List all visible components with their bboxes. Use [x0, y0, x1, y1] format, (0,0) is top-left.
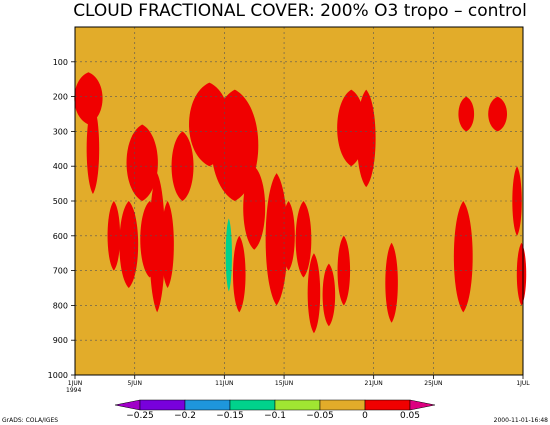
colorbar-label: 0.05: [400, 411, 420, 421]
contour-region: [322, 263, 336, 327]
contour-region: [385, 242, 398, 323]
contour-region: [107, 201, 121, 271]
contour-region: [119, 201, 139, 288]
x-tick-label: 21JUN: [365, 380, 383, 387]
x-tick-label: 25JUN: [424, 380, 442, 387]
colorbar-label: −0.05: [306, 411, 334, 421]
y-tick-label: 300: [53, 127, 68, 136]
contour-region: [232, 235, 246, 313]
footer-left: GrADS: COLA/IGES: [2, 417, 58, 424]
colorbar-segment: [229, 399, 276, 411]
y-tick-label: 800: [53, 301, 68, 310]
contour-region: [488, 96, 508, 132]
contour-region: [516, 242, 527, 306]
colorbar-segment: [139, 399, 186, 411]
colorbar-label: −0.1: [264, 411, 286, 421]
footer-right: 2000-11-01-16:48: [494, 417, 549, 424]
colorbar-label: 0: [362, 411, 368, 421]
contour-regions: [74, 72, 527, 334]
colorbar-segment: [319, 399, 366, 411]
contour-region: [265, 173, 288, 306]
contour-region: [161, 201, 174, 288]
contour-region: [225, 218, 232, 292]
y-tick-label: 100: [53, 58, 68, 67]
colorbar-segment: [274, 399, 321, 411]
x-tick-label: 1JUL: [516, 380, 530, 387]
y-tick-label: 900: [53, 336, 68, 345]
colorbar-arrow-right: [409, 399, 436, 411]
y-tick-label: 1000: [48, 371, 68, 380]
x-year-label: 1994: [66, 387, 81, 394]
contour-region: [86, 103, 100, 195]
x-tick-label: 1JUN: [68, 380, 82, 387]
contour-region: [307, 253, 321, 334]
contour-region: [140, 201, 160, 278]
contour-region: [356, 89, 376, 188]
contour-region: [458, 96, 475, 132]
x-tick-label: 11JUN: [215, 380, 233, 387]
colorbar-label: −0.2: [174, 411, 196, 421]
colorbar-arrow-left: [114, 399, 141, 411]
x-tick-label: 15JUN: [275, 380, 293, 387]
y-tick-label: 400: [53, 162, 68, 171]
x-axis: 1JUN 5JUN 11JUN 15JUN 21JUN 25JUN 1JUL: [68, 375, 530, 387]
colorbar-label: −0.25: [126, 411, 154, 421]
contour-region: [337, 235, 351, 306]
grid-lines: [75, 27, 523, 375]
contour-region: [282, 201, 295, 271]
y-tick-label: 700: [53, 267, 68, 276]
colorbar-segment: [184, 399, 231, 411]
y-tick-label: 500: [53, 197, 68, 206]
colorbar-label: −0.15: [216, 411, 244, 421]
x-tick-label: 5JUN: [127, 380, 141, 387]
colorbar: −0.25 −0.2 −0.15 −0.1 −0.05 0 0.05: [114, 399, 436, 421]
contour-region: [512, 166, 522, 236]
contour-region: [126, 124, 158, 201]
contour-region: [171, 131, 194, 201]
chart-title: CLOUD FRACTIONAL COVER: 200% O3 tropo – …: [73, 1, 527, 21]
contour-region: [243, 166, 266, 250]
contour-region: [211, 89, 259, 201]
y-tick-label: 600: [53, 232, 68, 241]
y-axis: 100 200 300 400 500 600 700 800 900 1000: [48, 58, 75, 380]
contour-region: [453, 201, 473, 313]
contour-region: [295, 201, 312, 278]
y-tick-label: 200: [53, 93, 68, 102]
colorbar-segment: [364, 399, 411, 411]
